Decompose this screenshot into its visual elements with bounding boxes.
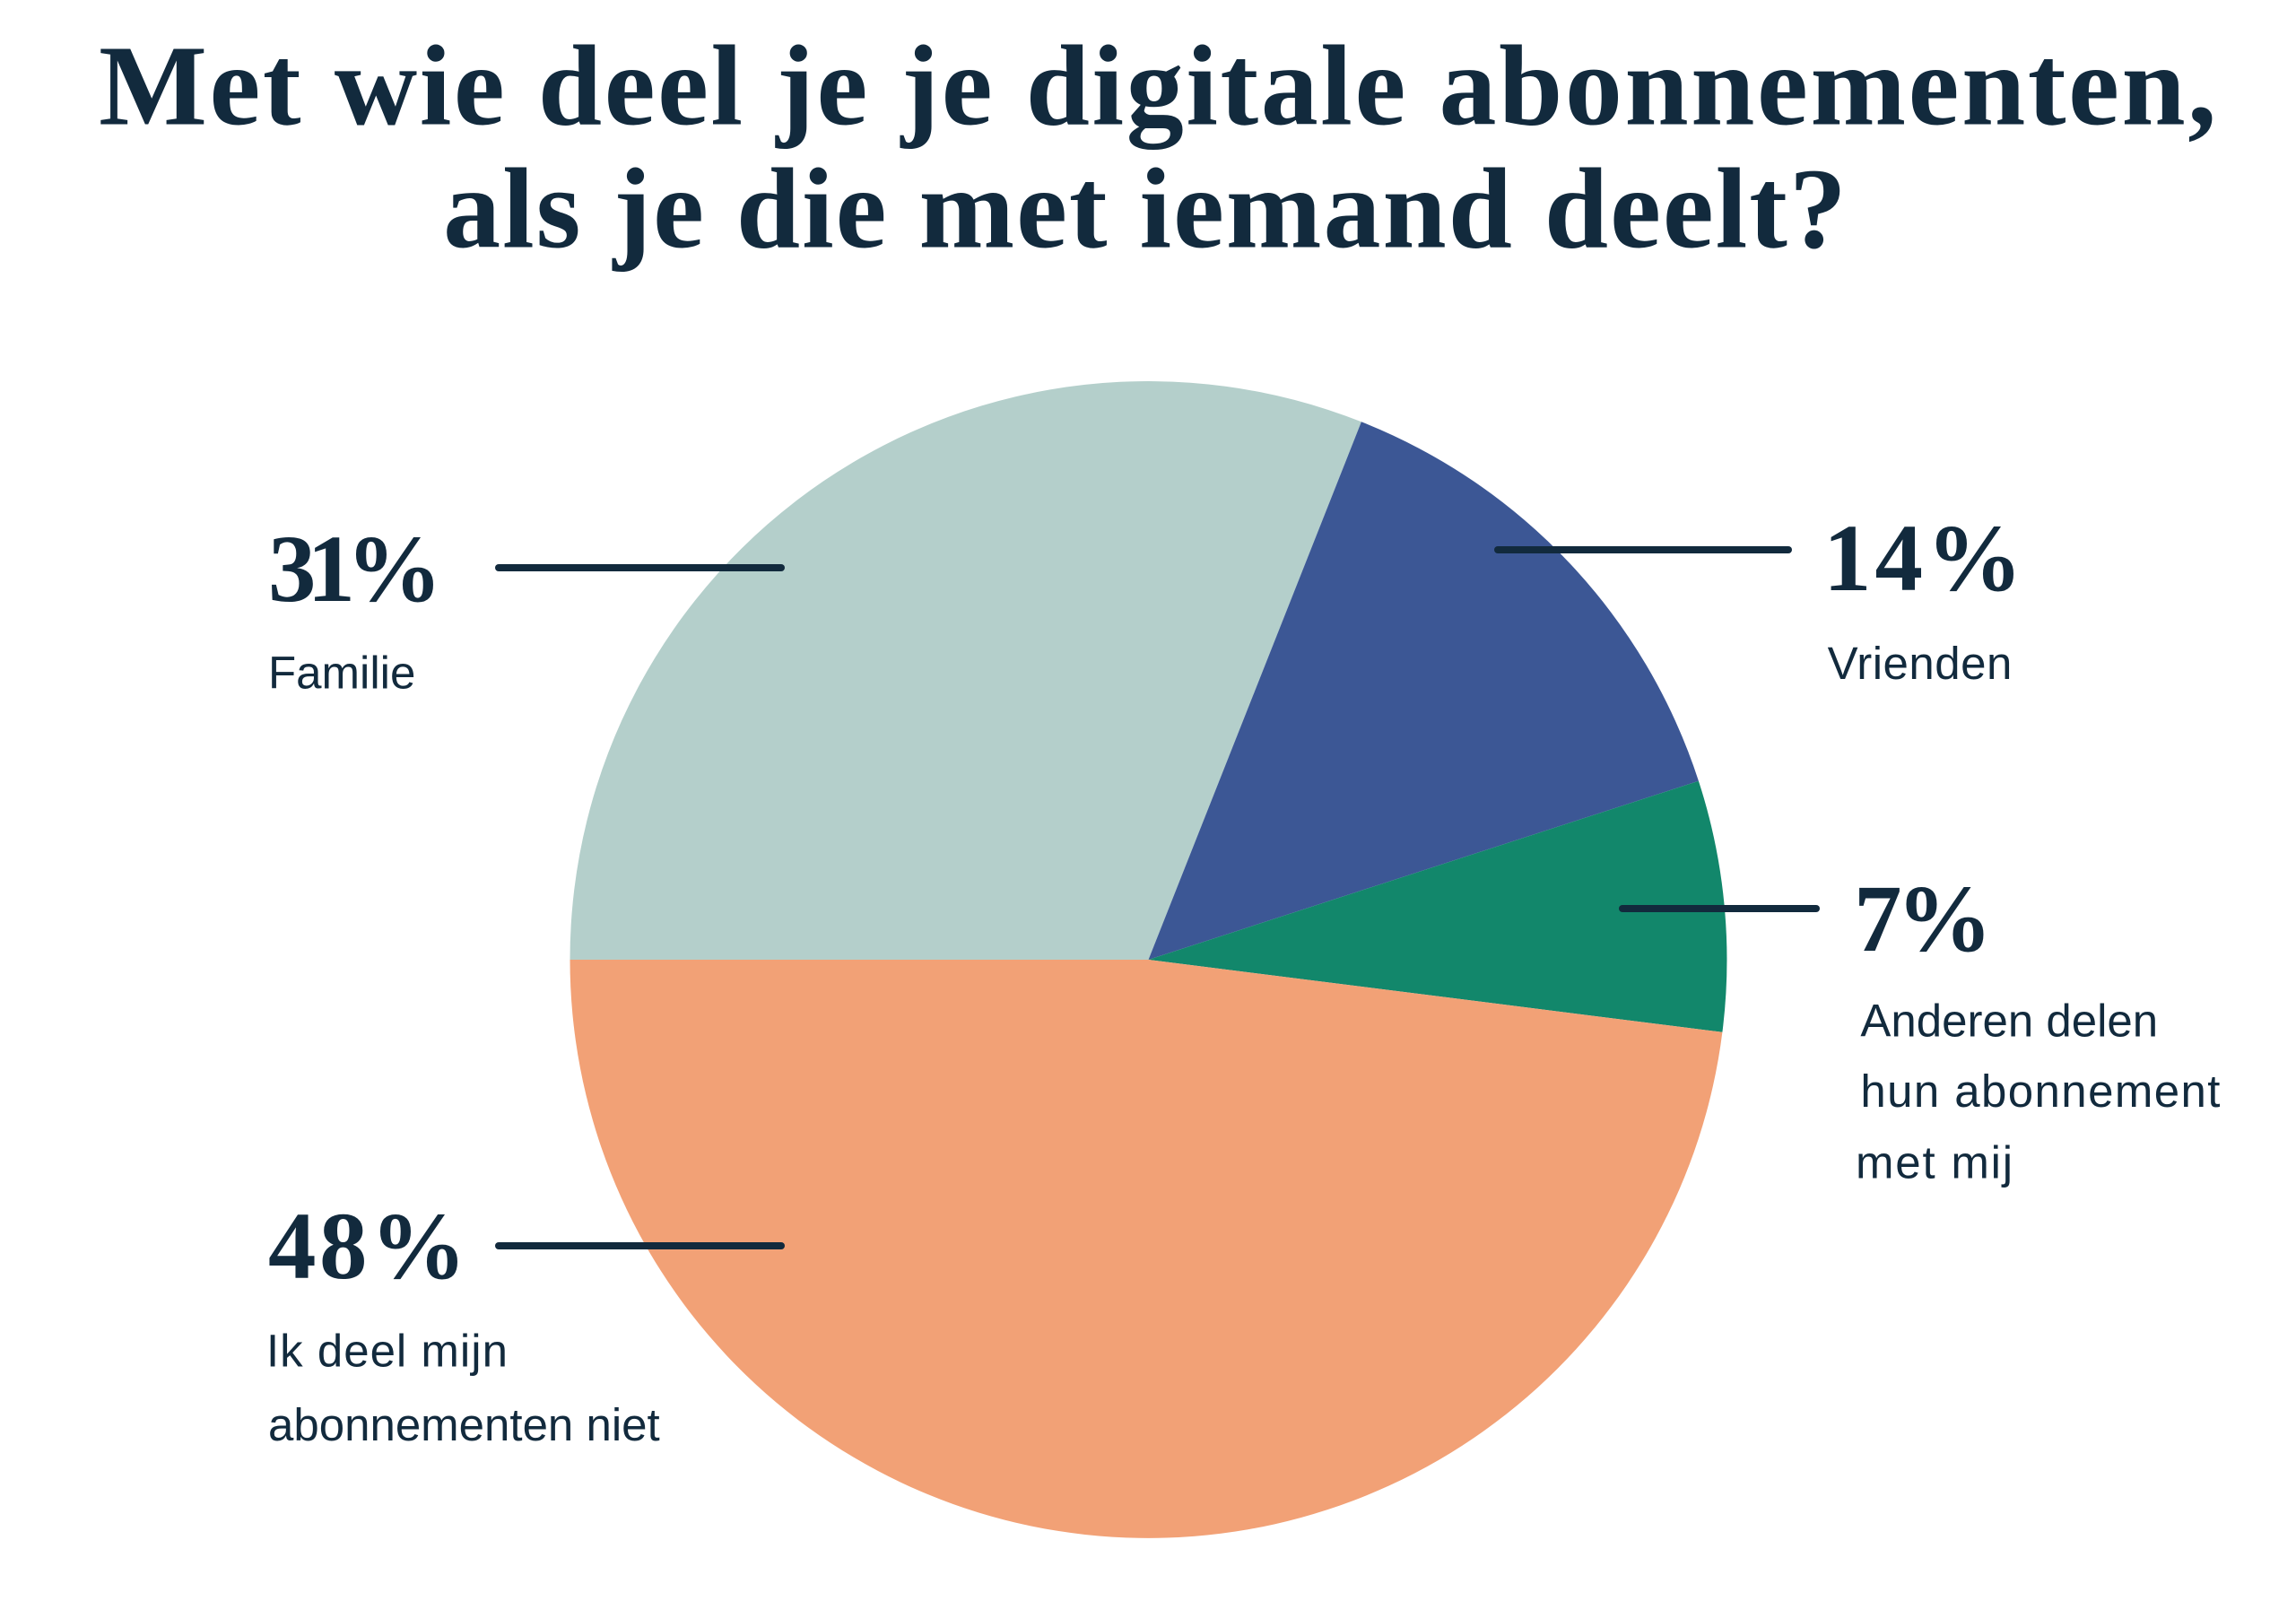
svg-text:Familie: Familie bbox=[268, 648, 415, 699]
svg-text:Anderen delen: Anderen delen bbox=[1860, 996, 2158, 1047]
svg-text:met mij: met mij bbox=[1856, 1137, 2014, 1188]
svg-text:abonnementen niet: abonnementen niet bbox=[268, 1399, 660, 1450]
svg-text:hun abonnement: hun abonnement bbox=[1860, 1066, 2221, 1117]
svg-text:48%: 48% bbox=[268, 1194, 470, 1300]
svg-text:Ik deel mijn: Ik deel mijn bbox=[266, 1325, 509, 1376]
svg-text:7%: 7% bbox=[1854, 866, 1987, 972]
svg-text:Vrienden: Vrienden bbox=[1828, 638, 2013, 689]
svg-text:als je die met iemand deelt?: als je die met iemand deelt? bbox=[443, 144, 1848, 272]
svg-text:Met wie deel je je digitale ab: Met wie deel je je digitale abonnementen… bbox=[99, 22, 2219, 150]
svg-text:14%: 14% bbox=[1823, 506, 2026, 612]
svg-text:31%: 31% bbox=[268, 517, 433, 622]
